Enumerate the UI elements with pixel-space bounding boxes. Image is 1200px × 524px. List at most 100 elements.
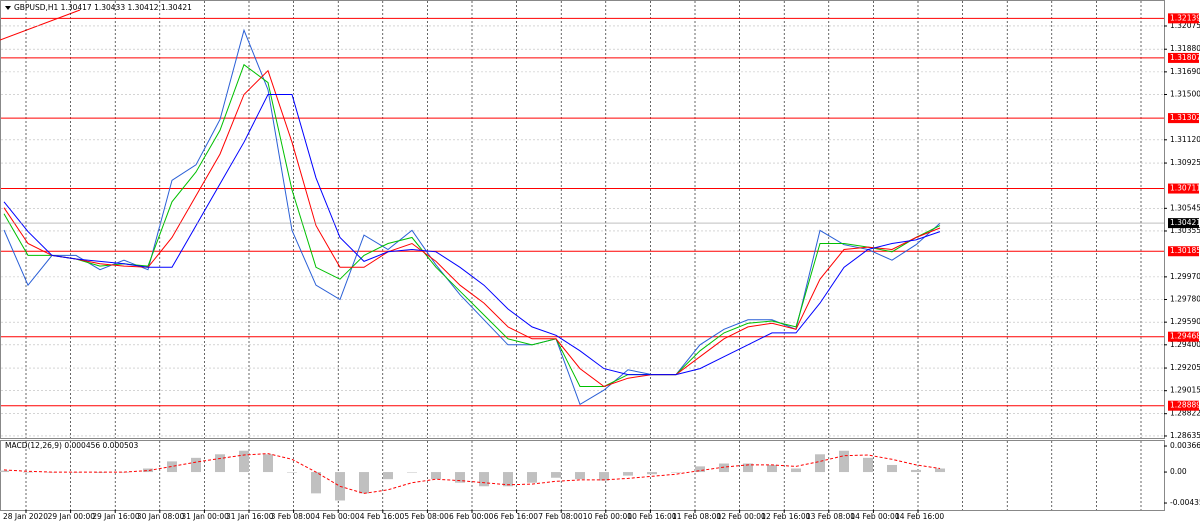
macd-bar [839,450,849,473]
y-tick-label: 1.32075 [1170,21,1200,30]
x-tick-label: 12 Feb 16:00 [761,512,810,521]
series-line [3,453,941,494]
x-tick-label: 12 Feb 00:00 [717,512,766,521]
x-tick-label: 13 Feb 08:00 [806,512,855,521]
level-label: 1.31302 [1170,113,1200,122]
macd-bar [863,457,873,473]
x-tick-label: 29 Jan 00:00 [48,512,96,521]
current-price-box [1168,218,1199,229]
macd-bar [431,472,441,480]
symbol-header: GBPUSD,H1 1.30417 1.30433 1.30412 1.3042… [14,3,192,12]
x-tick-label: 5 Feb 08:00 [404,512,449,521]
series-line [3,69,941,388]
x-tick-label: 3 Feb 08:00 [271,512,316,521]
macd-bar [527,472,537,483]
level-label: 1.32139 [1170,13,1200,22]
level-label-box [1168,183,1199,194]
macd-bar [719,463,729,473]
x-tick-label: 28 Jan 2020 [3,512,48,521]
y-tick-label: 1.28635 [1170,431,1200,440]
series-line [3,94,941,376]
y-tick-label: 1.31500 [1170,90,1200,99]
series-line [3,28,941,406]
level-label: 1.30185 [1170,246,1200,255]
macd-bar [695,466,705,473]
macd-bar [311,472,321,494]
level-label-box [1168,246,1199,257]
x-tick-label: 29 Jan 16:00 [92,512,140,521]
x-tick-label: 14 Feb 00:00 [850,512,899,521]
y-tick-label: 0.003662 [1170,441,1200,450]
macd-bar [671,472,681,473]
macd-header: MACD(12,26,9) 0.000456 0.000503 [5,441,139,450]
macd-bar [935,468,945,473]
y-tick-label: -0.004358 [1170,498,1200,507]
macd-bar [815,454,825,473]
x-tick-label: 10 Feb 16:00 [627,512,676,521]
macd-bar [551,472,561,478]
level-label: 1.30711 [1170,184,1200,193]
macd-bar [191,457,201,473]
macd-bar [359,472,369,494]
macd-bar [767,464,777,473]
y-tick-label: 1.29400 [1170,340,1200,349]
macd-bar [23,472,33,473]
y-tick-label: 1.30355 [1170,226,1200,235]
macd-bar [239,450,249,473]
y-tick-label: 1.31690 [1170,67,1200,76]
y-tick-label: 1.28822 [1170,409,1200,418]
y-tick-label: 1.29780 [1170,295,1200,304]
macd-bar [455,472,465,483]
x-tick-label: 31 Jan 00:00 [181,512,229,521]
y-tick-label: 1.29590 [1170,317,1200,326]
price-panel [0,0,1165,439]
macd-bar [791,468,801,473]
x-tick-label: 7 Feb 08:00 [538,512,583,521]
macd-bar [47,472,57,473]
x-tick-label: 4 Feb 16:00 [360,512,405,521]
macd-bar [407,472,417,473]
y-tick-label: 1.31120 [1170,135,1200,144]
y-tick-label: 1.31880 [1170,44,1200,53]
macd-bar [263,454,273,473]
level-label-box [1168,400,1199,411]
level-label: 1.29468 [1170,332,1200,341]
x-tick-label: 30 Jan 08:00 [137,512,185,521]
y-tick-label: 0.00 [1170,467,1187,476]
macd-bar [887,464,897,473]
macd-bar [383,472,393,480]
level-label-box [1168,113,1199,124]
macd-bar [911,469,921,473]
x-tick-label: 6 Feb 16:00 [494,512,539,521]
menu-arrow[interactable] [5,6,11,10]
macd-bar [647,472,657,475]
level-label: 1.28889 [1170,401,1200,410]
macd-bar [287,472,297,473]
x-tick-label: 6 Feb 00:00 [449,512,494,521]
trend-line [0,9,81,41]
current-price-label: 1.30421 [1170,218,1200,227]
macd-bar [479,472,489,487]
macd-bar [623,472,633,476]
level-label-box [1168,331,1199,342]
x-tick-label: 10 Feb 00:00 [583,512,632,521]
y-tick-label: 1.30545 [1170,203,1200,212]
y-tick-label: 1.29970 [1170,272,1200,281]
y-tick-label: 1.29205 [1170,363,1200,372]
level-label-box [1168,13,1199,24]
x-tick-label: 14 Feb 16:00 [895,512,944,521]
level-label: 1.31807 [1170,53,1200,62]
x-tick-label: 11 Feb 08:00 [672,512,721,521]
level-label-box [1168,52,1199,63]
x-tick-label: 31 Jan 16:00 [226,512,274,521]
macd-bar [167,461,177,473]
macd-bar [743,463,753,473]
macd-bar [143,468,153,473]
macd-bar [215,454,225,473]
macd-bar [599,472,609,481]
series-line [3,63,941,387]
macd-bar [0,470,9,473]
macd-bar [503,472,513,487]
